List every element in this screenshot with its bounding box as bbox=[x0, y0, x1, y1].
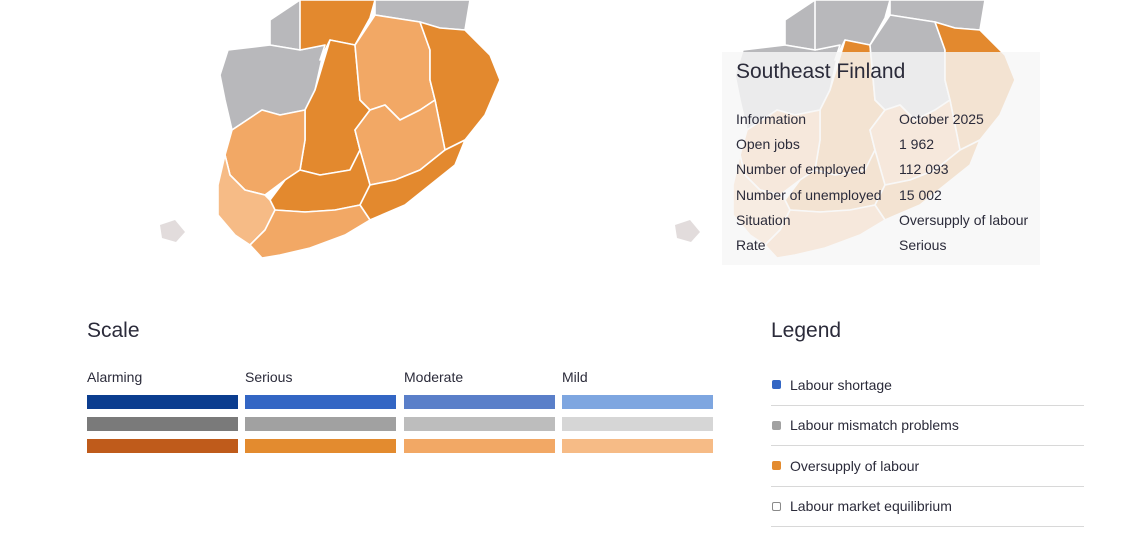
scale-label-alarming: Alarming bbox=[87, 369, 143, 385]
tooltip-row: Open jobs 1 962 bbox=[734, 131, 1030, 156]
scale-bar-gray-alarming bbox=[87, 417, 238, 431]
tooltip-value: 112 093 bbox=[899, 161, 949, 178]
tooltip-row: Number of employed 112 093 bbox=[734, 157, 1030, 182]
scale-label-moderate: Moderate bbox=[404, 369, 464, 385]
legend-label: Labour mismatch problems bbox=[790, 417, 959, 434]
scale-bar-blue-alarming bbox=[87, 395, 238, 409]
tooltip-value: 15 002 bbox=[899, 186, 942, 203]
scale-bar-blue-mild bbox=[562, 395, 713, 409]
scale-label-serious: Serious bbox=[245, 369, 293, 385]
scale-bar-orange-alarming bbox=[87, 439, 238, 453]
tooltip-value: Oversupply of labour bbox=[899, 211, 1029, 228]
tooltip-row: Rate Serious bbox=[734, 232, 1030, 257]
legend-item-labour-mismatch[interactable]: Labour mismatch problems bbox=[771, 406, 1084, 446]
gray-dot-icon bbox=[772, 420, 781, 430]
tooltip-key: Rate bbox=[736, 237, 766, 254]
region-uusimaa[interactable] bbox=[249, 204, 371, 259]
tooltip-value: October 2025 bbox=[899, 110, 984, 127]
region-north-karelia[interactable] bbox=[419, 21, 501, 151]
legend-label: Oversupply of labour bbox=[790, 457, 920, 474]
legend-item-labour-shortage[interactable]: Labour shortage bbox=[771, 365, 1084, 406]
tooltip-key: Number of employed bbox=[736, 161, 866, 178]
scale-bar-blue-serious bbox=[245, 395, 396, 409]
orange-dot-icon bbox=[772, 461, 781, 471]
region-tooltip: Southeast Finland Information October 202… bbox=[722, 52, 1040, 265]
scale-bar-orange-serious bbox=[245, 439, 396, 453]
map-left[interactable] bbox=[155, 0, 515, 275]
scale-bar-gray-serious bbox=[245, 417, 396, 431]
scale-bar-gray-moderate bbox=[404, 417, 555, 431]
tooltip-table: Information October 2025 Open jobs 1 962 N… bbox=[734, 106, 1030, 258]
scale-bar-orange-mild bbox=[562, 439, 713, 453]
legend-list: Labour shortage Labour mismatch problems… bbox=[771, 365, 1084, 527]
hollow-square-icon bbox=[772, 501, 781, 511]
legend-item-equilibrium[interactable]: Labour market equilibrium bbox=[771, 487, 1084, 527]
tooltip-key: Situation bbox=[736, 211, 791, 228]
archipelago bbox=[160, 220, 185, 242]
map-area: Southeast Finland Information October 202… bbox=[155, 0, 1040, 275]
tooltip-row: Situation Oversupply of labour bbox=[734, 207, 1030, 232]
archipelago bbox=[675, 220, 700, 242]
scale-title: Scale bbox=[87, 319, 140, 342]
tooltip-key: Number of unemployed bbox=[736, 186, 882, 203]
tooltip-key: Open jobs bbox=[736, 135, 800, 152]
scale-bar-gray-mild bbox=[562, 417, 713, 431]
scale-bar-blue-moderate bbox=[404, 395, 555, 409]
legend-label: Labour market equilibrium bbox=[790, 498, 952, 515]
tooltip-title: Southeast Finland bbox=[736, 60, 906, 83]
legend-title: Legend bbox=[771, 319, 842, 342]
legend-label: Labour shortage bbox=[790, 376, 892, 393]
tooltip-row: Information October 2025 bbox=[734, 106, 1030, 131]
tooltip-value: 1 962 bbox=[899, 135, 935, 152]
tooltip-row: Number of unemployed 15 002 bbox=[734, 182, 1030, 207]
blue-dot-icon bbox=[772, 380, 781, 390]
scale-bar-orange-moderate bbox=[404, 439, 555, 453]
scale-label-mild: Mild bbox=[562, 369, 588, 385]
tooltip-value: Serious bbox=[899, 237, 947, 254]
tooltip-key: Information bbox=[736, 110, 807, 127]
legend-item-oversupply[interactable]: Oversupply of labour bbox=[771, 446, 1084, 487]
